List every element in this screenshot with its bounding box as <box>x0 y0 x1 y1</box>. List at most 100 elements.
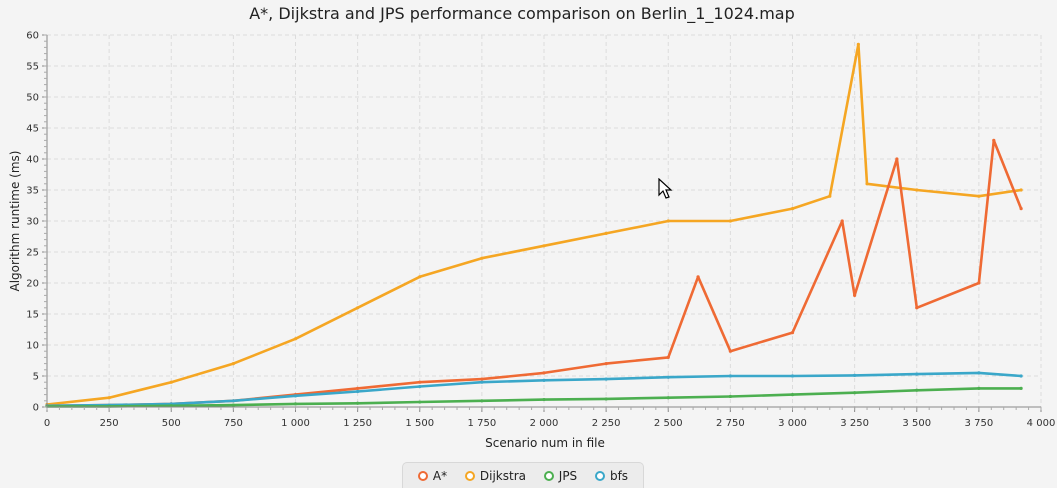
x-tick-label: 0 <box>44 418 50 429</box>
grid <box>46 34 1042 408</box>
line-chart: A*, Dijkstra and JPS performance compari… <box>8 4 1055 450</box>
data-point <box>840 219 844 223</box>
x-tick-label: 1 750 <box>468 418 497 429</box>
x-tick-label: 1 250 <box>343 418 372 429</box>
data-point <box>865 182 869 186</box>
y-tick-label: 50 <box>26 93 39 104</box>
data-point <box>480 256 484 260</box>
data-point <box>356 389 360 394</box>
data-point <box>977 371 981 375</box>
x-tick-label: 2 500 <box>654 418 683 429</box>
data-point <box>895 157 899 161</box>
data-point <box>666 396 670 400</box>
legend-swatch-bfs <box>594 470 605 481</box>
mouse-cursor-icon <box>658 178 673 199</box>
data-point <box>293 402 298 406</box>
legend-label-bfs: bfs <box>609 468 629 483</box>
data-point <box>915 372 919 376</box>
series-layer <box>45 42 1023 408</box>
axes: 0 250 500 750 1 000 1 250 1 500 1 750 2 000 2 250… <box>26 31 1055 430</box>
y-tick-label: 60 <box>26 31 39 42</box>
y-tick-label: 55 <box>26 62 39 73</box>
legend: A* Dijkstra JPS bfs <box>402 462 644 488</box>
x-axis-label: Scenario num in file <box>485 436 605 450</box>
data-point <box>542 397 546 402</box>
x-tick-label: 1 500 <box>405 418 434 429</box>
data-point <box>728 374 732 378</box>
data-point <box>604 362 608 366</box>
data-point <box>666 219 670 223</box>
data-point <box>790 374 795 378</box>
data-point <box>856 42 860 46</box>
y-tick-label: 20 <box>26 279 39 290</box>
data-point <box>977 194 981 198</box>
data-point <box>728 349 732 353</box>
y-tick-label: 35 <box>26 186 39 197</box>
y-tick-label: 30 <box>26 217 39 228</box>
data-point <box>915 188 919 192</box>
y-tick-label: 0 <box>33 403 39 414</box>
legend-swatch-dijkstra <box>464 470 475 481</box>
data-point <box>728 219 732 223</box>
data-point <box>1019 374 1023 378</box>
x-tick-label: 3 500 <box>902 418 931 429</box>
data-point <box>853 293 857 297</box>
data-point <box>418 380 422 384</box>
data-point <box>790 207 795 211</box>
data-point <box>293 337 298 341</box>
data-point <box>790 331 795 335</box>
data-point <box>231 403 235 407</box>
x-tick-label: 500 <box>162 418 181 429</box>
chart-title: A*, Dijkstra and JPS performance compari… <box>249 4 795 24</box>
y-tick-label: 40 <box>26 155 39 166</box>
data-point <box>853 391 857 395</box>
x-tick-label: 3 250 <box>840 418 869 429</box>
legend-label-dijkstra: Dijkstra <box>479 468 526 483</box>
data-point <box>480 377 484 381</box>
data-point <box>1019 386 1023 390</box>
legend-swatch-jps <box>543 470 554 481</box>
data-point <box>169 380 173 384</box>
data-point <box>356 306 360 310</box>
data-point <box>418 275 422 279</box>
x-tick-label: 250 <box>100 418 119 429</box>
x-tick-label: 2 750 <box>716 418 745 429</box>
x-tick-label: 3 750 <box>965 418 994 429</box>
legend-item-astar[interactable]: A* <box>417 468 448 483</box>
x-tick-label: 2 250 <box>592 418 621 429</box>
legend-label-astar: A* <box>432 468 448 483</box>
data-point <box>293 394 298 398</box>
legend-item-dijkstra[interactable]: Dijkstra <box>464 468 526 483</box>
x-tick-label: 1 000 <box>281 418 310 429</box>
x-tick-label: 2 000 <box>530 418 559 429</box>
data-point <box>356 401 360 405</box>
legend-swatch-astar <box>417 470 428 481</box>
data-point <box>107 396 111 400</box>
legend-item-jps[interactable]: JPS <box>543 468 578 483</box>
x-tick-label: 3 000 <box>778 418 807 429</box>
data-point <box>480 399 484 403</box>
data-point <box>728 394 732 399</box>
data-point <box>790 393 795 397</box>
data-point <box>542 371 546 375</box>
y-tick-label: 25 <box>26 248 39 259</box>
data-point <box>604 397 608 401</box>
data-point <box>977 386 981 390</box>
x-tick-label: 4 000 <box>1027 418 1056 429</box>
y-axis-label: Algorithm runtime (ms) <box>8 151 22 292</box>
data-point <box>853 373 857 377</box>
data-point <box>604 231 608 235</box>
data-point <box>666 355 670 359</box>
y-tick-label: 5 <box>33 372 39 383</box>
data-point <box>231 399 235 403</box>
legend-label-jps: JPS <box>558 468 578 483</box>
data-point <box>915 306 919 310</box>
data-point <box>977 281 981 285</box>
data-point <box>604 377 608 381</box>
data-point <box>1019 188 1023 192</box>
y-tick-label: 45 <box>26 124 39 135</box>
data-point <box>828 194 832 198</box>
data-point <box>666 375 670 379</box>
legend-item-bfs[interactable]: bfs <box>594 468 629 483</box>
data-point <box>480 380 484 384</box>
